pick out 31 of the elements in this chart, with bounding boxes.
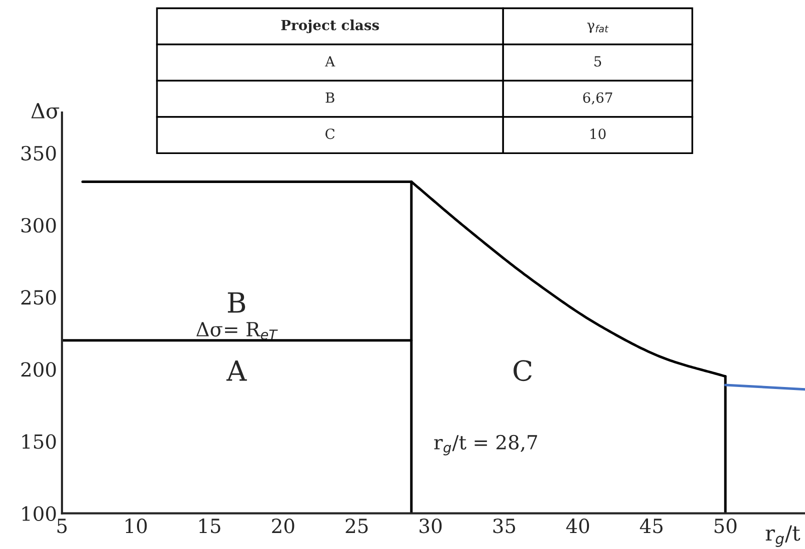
x-tick-label: 15 [199,518,220,534]
x-tick-label: 35 [493,518,516,534]
text: B [326,92,334,103]
y-tick-label: 250 [21,290,56,305]
text: Project class [281,20,379,34]
y-tick-label: 200 [21,362,56,377]
y-tick-label: 350 [21,146,56,161]
x-tick-label: 50 [714,518,736,534]
x-tick-label: 20 [272,518,294,534]
annotation: C [326,128,335,140]
y-axis-title: Δσ [31,103,60,119]
x-tick-label: 10 [126,518,147,534]
text: 6,67 [583,92,612,105]
x-tick-label: 40 [566,518,590,534]
annotation: r$_{g}$/t = 28,7 [434,434,538,456]
x-tick-label: 25 [346,518,368,534]
text: γ$_{fat}$ [587,22,609,33]
x-tick-label: 45 [640,518,663,534]
y-tick-label: 150 [22,434,56,449]
x-tick-label: 30 [420,518,442,534]
x-axis-title: r$_{g}$/t [766,525,800,547]
annotation: A [226,360,247,381]
annotation: Δσ= R$_{eT}$ [196,322,278,340]
text: 5 [594,56,602,67]
annotation: B [228,292,246,313]
y-tick-label: 300 [21,218,56,233]
y-tick-label: 100 [22,506,56,521]
annotation: 10 [590,128,606,140]
x-tick-label: 5 [57,518,67,534]
annotation: C [514,360,532,382]
text: A [324,56,336,66]
